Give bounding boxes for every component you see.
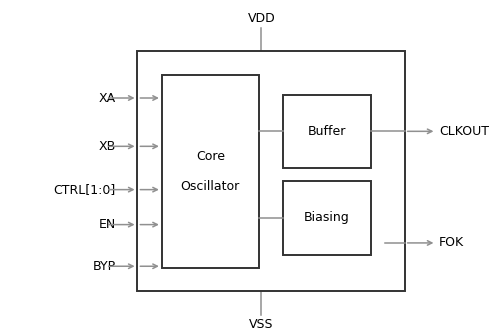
Text: XA: XA (98, 91, 116, 104)
Text: VDD: VDD (248, 12, 276, 25)
Text: BYP: BYP (92, 260, 116, 273)
Bar (284, 181, 370, 255)
Text: Biasing: Biasing (304, 211, 350, 224)
Text: CTRL[1:0]: CTRL[1:0] (54, 183, 116, 196)
Text: Buffer: Buffer (308, 125, 346, 138)
Text: EN: EN (98, 218, 116, 231)
Text: CLKOUT: CLKOUT (439, 125, 489, 138)
Bar (162, 75, 259, 268)
Text: XB: XB (98, 140, 116, 153)
Text: FOK: FOK (439, 237, 464, 249)
Text: VSS: VSS (249, 318, 274, 331)
Text: Oscillator: Oscillator (180, 180, 240, 193)
Bar (138, 51, 404, 291)
Bar (284, 95, 370, 168)
Text: Core: Core (196, 150, 225, 163)
